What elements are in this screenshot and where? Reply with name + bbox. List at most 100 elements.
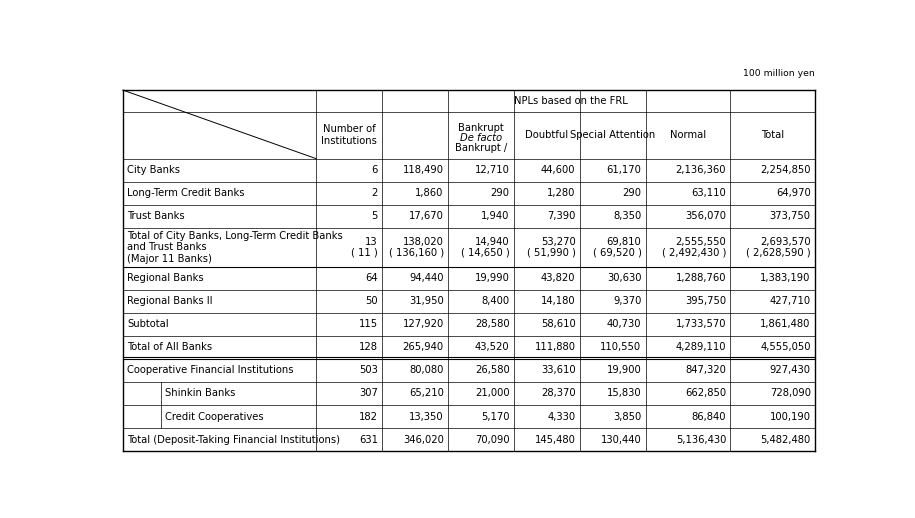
Text: 65,210: 65,210: [409, 388, 444, 398]
Text: 69,810: 69,810: [607, 237, 641, 247]
Text: ( 136,160 ): ( 136,160 ): [389, 248, 444, 258]
Text: 12,710: 12,710: [475, 165, 510, 175]
Text: 21,000: 21,000: [475, 388, 510, 398]
Text: 1,288,760: 1,288,760: [675, 274, 727, 283]
Text: 44,600: 44,600: [541, 165, 576, 175]
Text: 6: 6: [371, 165, 378, 175]
Text: 50: 50: [365, 296, 378, 307]
Text: Trust Banks: Trust Banks: [127, 211, 185, 221]
Text: 5,482,480: 5,482,480: [760, 435, 811, 444]
Text: 503: 503: [359, 366, 378, 376]
Text: 1,861,480: 1,861,480: [760, 320, 811, 329]
Text: 7,390: 7,390: [547, 211, 576, 221]
Text: 5: 5: [371, 211, 378, 221]
Text: Total: Total: [761, 130, 784, 140]
Text: 290: 290: [622, 188, 641, 198]
Text: 2,693,570: 2,693,570: [760, 237, 811, 247]
Text: 728,090: 728,090: [770, 388, 811, 398]
Text: Regional Banks: Regional Banks: [127, 274, 204, 283]
Text: Number of
Institutions: Number of Institutions: [321, 124, 377, 146]
Text: Special Attention: Special Attention: [570, 130, 655, 140]
Text: 631: 631: [359, 435, 378, 444]
Text: 70,090: 70,090: [475, 435, 510, 444]
Text: 847,320: 847,320: [685, 366, 727, 376]
Text: 2,136,360: 2,136,360: [675, 165, 727, 175]
Text: 265,940: 265,940: [403, 342, 444, 352]
Text: 1,860: 1,860: [415, 188, 444, 198]
Text: 1,733,570: 1,733,570: [675, 320, 727, 329]
Text: 13,350: 13,350: [409, 411, 444, 422]
Text: 5,170: 5,170: [481, 411, 510, 422]
Text: 1,940: 1,940: [481, 211, 510, 221]
Text: ( 2,492,430 ): ( 2,492,430 ): [662, 248, 727, 258]
Text: 662,850: 662,850: [685, 388, 727, 398]
Text: ( 11 ): ( 11 ): [351, 248, 378, 258]
Text: 4,330: 4,330: [547, 411, 576, 422]
Text: De facto: De facto: [460, 133, 502, 143]
Text: Shinkin Banks: Shinkin Banks: [166, 388, 235, 398]
Text: 28,370: 28,370: [541, 388, 576, 398]
Text: Long-Term Credit Banks: Long-Term Credit Banks: [127, 188, 244, 198]
Text: ( 14,650 ): ( 14,650 ): [461, 248, 510, 258]
Text: 5,136,430: 5,136,430: [675, 435, 727, 444]
Text: Doubtful: Doubtful: [525, 130, 568, 140]
Text: 4,289,110: 4,289,110: [675, 342, 727, 352]
Text: 427,710: 427,710: [770, 296, 811, 307]
Text: 30,630: 30,630: [607, 274, 641, 283]
Text: Credit Cooperatives: Credit Cooperatives: [166, 411, 264, 422]
Text: Total of All Banks: Total of All Banks: [127, 342, 212, 352]
Text: 100,190: 100,190: [770, 411, 811, 422]
Text: 145,480: 145,480: [534, 435, 576, 444]
Text: 110,550: 110,550: [600, 342, 641, 352]
Text: 26,580: 26,580: [475, 366, 510, 376]
Text: 290: 290: [490, 188, 510, 198]
Text: 43,520: 43,520: [475, 342, 510, 352]
Text: 14,180: 14,180: [541, 296, 576, 307]
Text: Regional Banks II: Regional Banks II: [127, 296, 212, 307]
Text: ( 51,990 ): ( 51,990 ): [527, 248, 576, 258]
Text: 94,440: 94,440: [409, 274, 444, 283]
Text: 31,950: 31,950: [409, 296, 444, 307]
Text: Bankrupt /: Bankrupt /: [455, 143, 507, 153]
Text: 1,280: 1,280: [547, 188, 576, 198]
Text: 17,670: 17,670: [409, 211, 444, 221]
Text: 33,610: 33,610: [541, 366, 576, 376]
Text: 115: 115: [359, 320, 378, 329]
Text: 2: 2: [371, 188, 378, 198]
Text: 8,350: 8,350: [613, 211, 641, 221]
Text: 40,730: 40,730: [607, 320, 641, 329]
Text: City Banks: City Banks: [127, 165, 180, 175]
Text: 58,610: 58,610: [541, 320, 576, 329]
Text: ( 2,628,590 ): ( 2,628,590 ): [746, 248, 811, 258]
Text: 28,580: 28,580: [475, 320, 510, 329]
Text: 8,400: 8,400: [481, 296, 510, 307]
Text: 118,490: 118,490: [403, 165, 444, 175]
Text: Subtotal: Subtotal: [127, 320, 168, 329]
Text: 4,555,050: 4,555,050: [760, 342, 811, 352]
Text: 182: 182: [359, 411, 378, 422]
Text: 64: 64: [365, 274, 378, 283]
Text: 64,970: 64,970: [776, 188, 811, 198]
Text: 13: 13: [365, 237, 378, 247]
Text: NPLs based on the FRL: NPLs based on the FRL: [514, 96, 628, 106]
Text: 395,750: 395,750: [685, 296, 727, 307]
Text: 15,830: 15,830: [607, 388, 641, 398]
Text: Bankrupt: Bankrupt: [458, 123, 504, 133]
Text: Normal: Normal: [670, 130, 706, 140]
Text: 2,555,550: 2,555,550: [675, 237, 727, 247]
Text: 127,920: 127,920: [403, 320, 444, 329]
Text: 61,170: 61,170: [607, 165, 641, 175]
Text: 63,110: 63,110: [692, 188, 727, 198]
Text: 138,020: 138,020: [403, 237, 444, 247]
Text: 373,750: 373,750: [770, 211, 811, 221]
Text: 307: 307: [359, 388, 378, 398]
Text: 19,990: 19,990: [475, 274, 510, 283]
Text: 111,880: 111,880: [534, 342, 576, 352]
Text: 19,900: 19,900: [607, 366, 641, 376]
Text: 9,370: 9,370: [613, 296, 641, 307]
Text: 100 million yen: 100 million yen: [743, 69, 815, 78]
Text: 86,840: 86,840: [692, 411, 727, 422]
Text: Cooperative Financial Institutions: Cooperative Financial Institutions: [127, 366, 294, 376]
Text: 80,080: 80,080: [409, 366, 444, 376]
Text: ( 69,520 ): ( 69,520 ): [593, 248, 641, 258]
